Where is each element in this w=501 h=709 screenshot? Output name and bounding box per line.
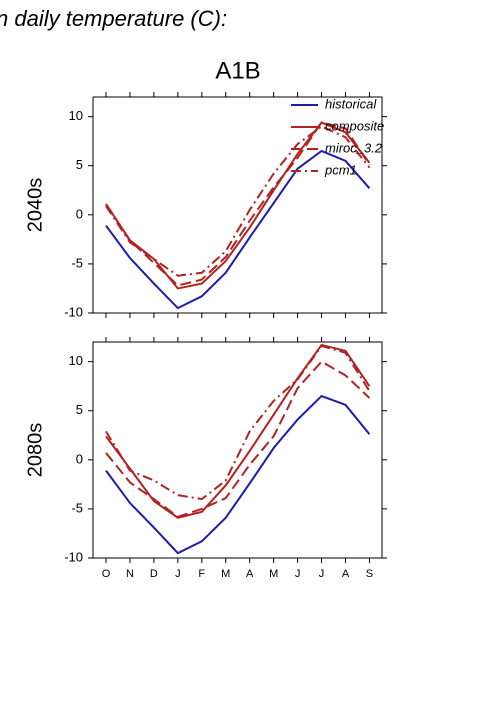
x-tick-label: M [269,568,278,580]
x-tick-label: D [150,568,158,580]
plot-frame [92,341,383,559]
subtitle: A1B [215,57,260,84]
x-tick-label: A [246,568,254,580]
legend-label: pcm1 [324,162,357,177]
series-line [105,394,371,555]
y-tick-label: -10 [64,549,83,564]
series-line [105,343,371,519]
y-axis-label: 2080s [24,423,46,478]
legend-label: miroc_3.2 [325,140,383,155]
x-tick-label: F [198,568,205,580]
y-tick-label: 0 [76,206,83,221]
plot-frame [92,96,383,314]
legend-label: historical [325,96,377,111]
y-tick-label: -5 [71,500,83,515]
legend-label: composite [325,118,384,133]
y-tick-label: -5 [71,255,83,270]
y-tick-label: 5 [76,157,83,172]
series-line [105,360,371,518]
x-tick-label: A [342,568,350,580]
x-tick-label: J [175,568,181,580]
y-tick-label: 5 [76,402,83,417]
y-tick-label: 0 [76,451,83,466]
series-line [105,344,371,501]
y-tick-label: 10 [69,108,83,123]
x-tick-label: N [126,568,134,580]
series-line [105,125,371,277]
x-tick-label: S [366,568,373,580]
x-tick-label: M [221,568,230,580]
x-tick-label: O [102,568,111,580]
y-tick-label: 10 [69,353,83,368]
series-line [105,121,371,287]
x-tick-label: J [295,568,301,580]
x-tick-label: J [319,568,325,580]
page-title: n daily temperature (C): [0,6,227,31]
y-axis-label: 2040s [24,178,46,233]
y-tick-label: -10 [64,304,83,319]
series-line [105,149,371,310]
